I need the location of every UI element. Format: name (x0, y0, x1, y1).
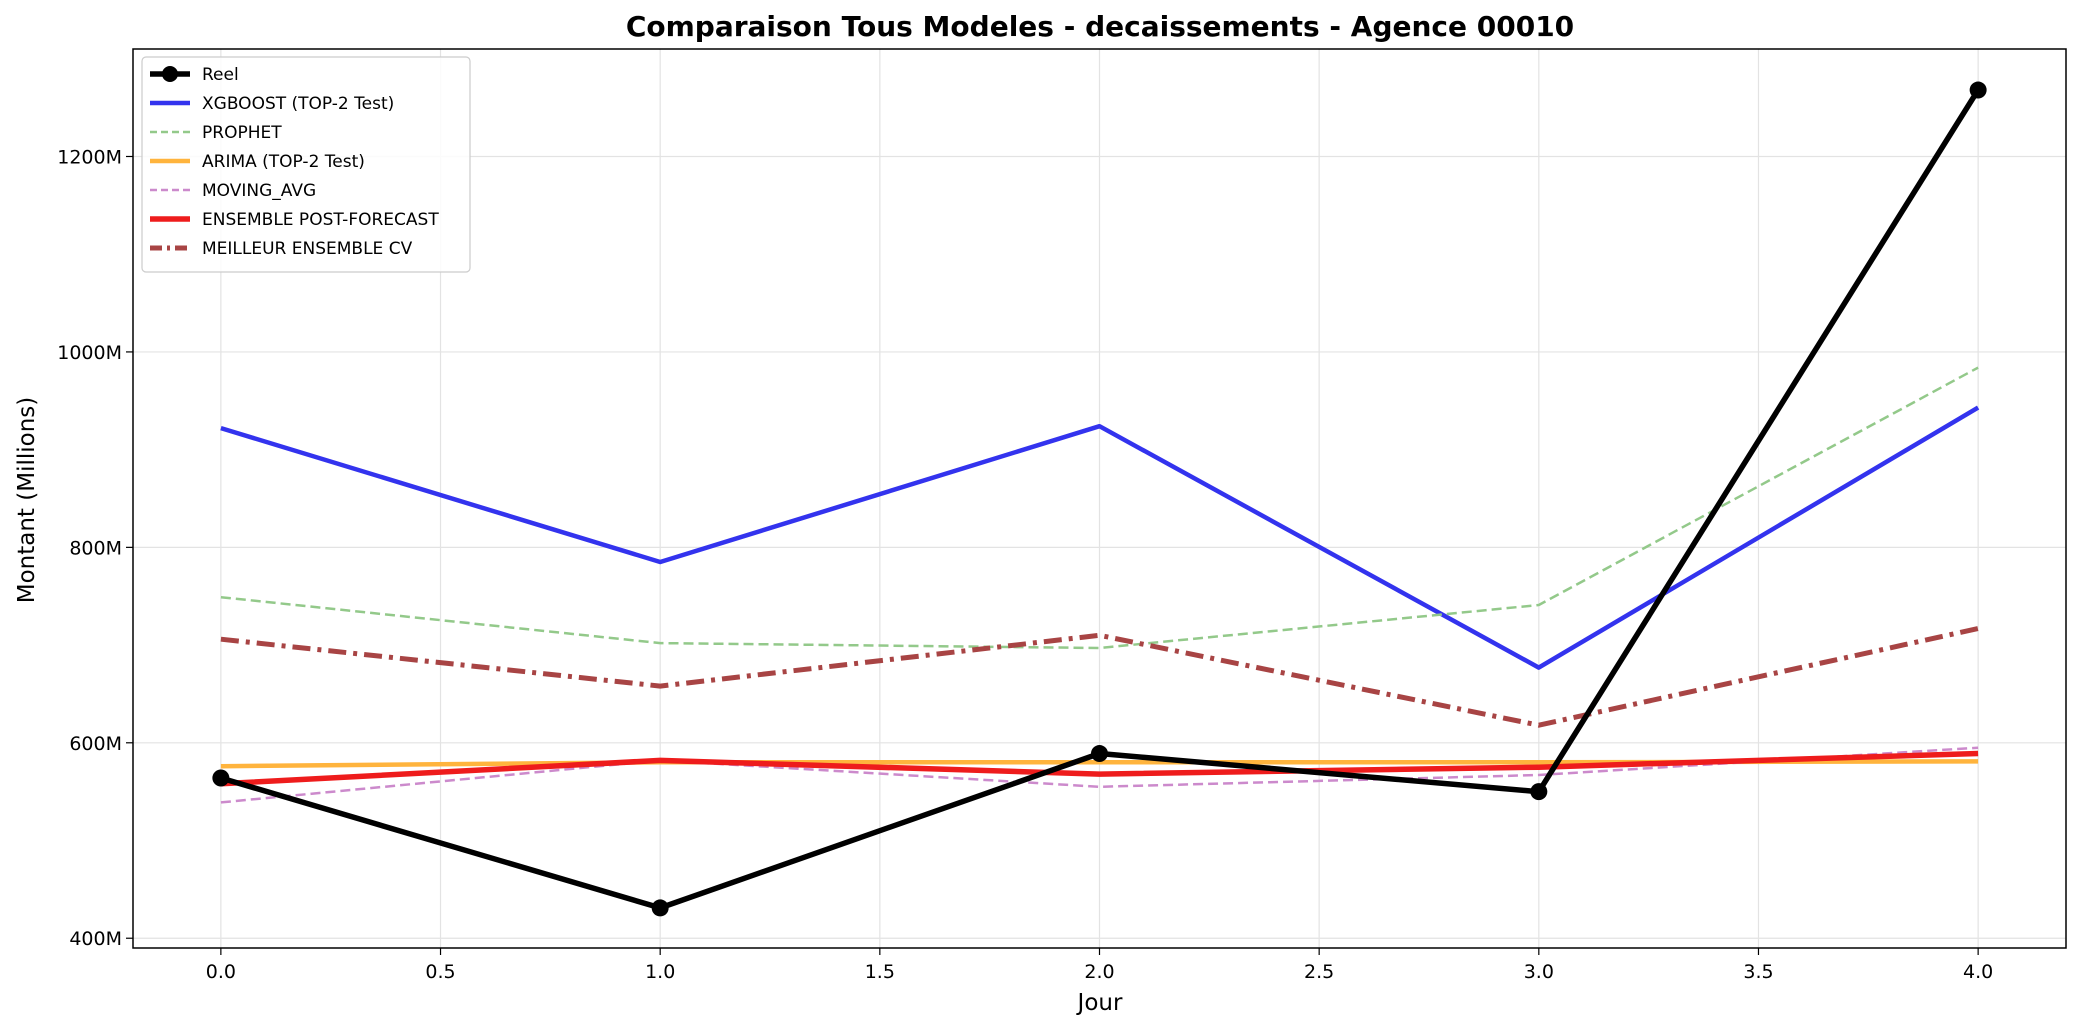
y-axis-label: Montant (Millions) (14, 397, 40, 604)
y-tick-label: 400M (69, 928, 122, 950)
legend-marker (162, 66, 178, 82)
x-tick-label: 1.0 (645, 961, 675, 983)
legend-label-moving-avg: MOVING_AVG (202, 181, 316, 201)
x-tick-label: 1.5 (865, 961, 895, 983)
series-line-prophet (220, 366, 1979, 650)
x-tick-label: 0.0 (206, 961, 236, 983)
series-line-ensemble-post-forecast (220, 750, 1979, 787)
x-tick-label: 2.0 (1084, 961, 1114, 983)
y-tick-label: 1000M (57, 342, 122, 364)
legend-label-prophet: PROPHET (202, 123, 282, 143)
series-line-meilleur-ensemble-cv (220, 626, 1979, 728)
y-tick-label: 1200M (57, 146, 122, 168)
point-reel (1091, 745, 1108, 763)
series-line-moving-avg (220, 746, 1979, 804)
chart-title: Comparaison Tous Modeles - decaissements… (626, 10, 1574, 43)
x-axis-label: Jour (1076, 990, 1123, 1016)
legend-label-ensemble-post-forecast: ENSEMBLE POST-FORECAST (202, 210, 439, 230)
x-tick-label: 3.0 (1524, 961, 1554, 983)
point-reel (651, 899, 669, 917)
x-tick-label: 0.5 (425, 961, 455, 983)
legend: Reel XGBOOST (TOP-2 Test) PROPHET ARIMA (TO… (141, 56, 471, 273)
axis-ticks: 0.0 0.5 1.0 1.5 2.0 2.5 3.0 3.5 4.0 400M 600M 800M 1… (57, 146, 1993, 983)
grid (133, 49, 2066, 948)
x-tick-label: 3.5 (1743, 961, 1773, 983)
plot-series (212, 81, 1987, 917)
x-tick-label: 2.5 (1304, 961, 1334, 983)
series-line-xgboost-top-2-test (220, 405, 1980, 670)
point-reel (1969, 81, 1987, 99)
x-tick-label: 4.0 (1963, 961, 1993, 983)
legend-label-arima-top-2-test: ARIMA (TOP-2 Test) (202, 152, 365, 172)
legend-label-xgboost-top-2-test: XGBOOST (TOP-2 Test) (202, 94, 394, 114)
y-tick-label: 800M (69, 537, 122, 559)
legend-box (141, 56, 471, 273)
point-reel (212, 769, 230, 787)
legend-label-meilleur-ensemble-cv: MEILLEUR ENSEMBLE CV (202, 239, 413, 259)
point-reel (1530, 783, 1548, 801)
legend-label-reel: Reel (202, 65, 239, 85)
y-tick-label: 600M (69, 733, 122, 755)
